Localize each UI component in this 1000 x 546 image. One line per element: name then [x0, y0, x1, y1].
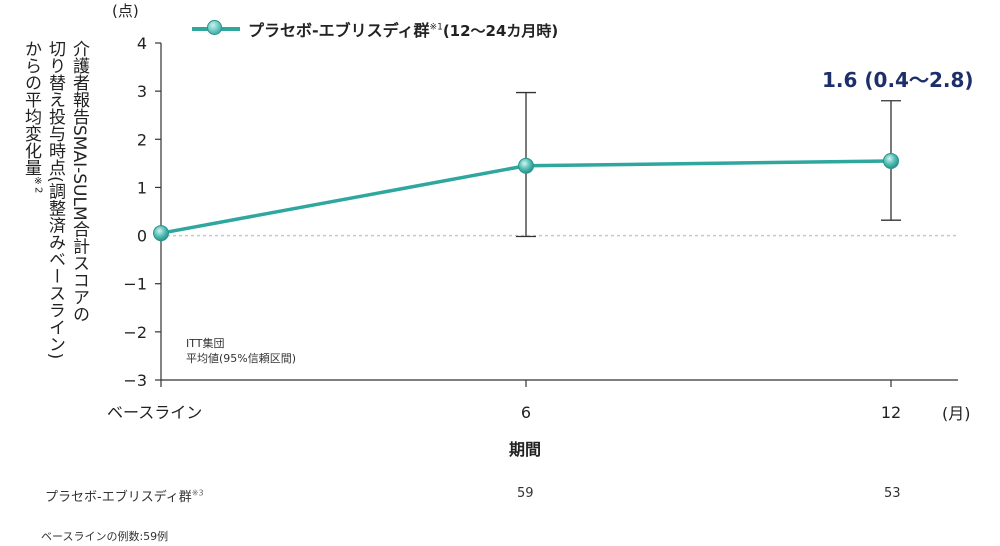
y-tick-label: 0 — [137, 227, 147, 246]
legend-series-period: (12〜24カ月時) — [442, 22, 559, 40]
n-table-value-12: 53 — [884, 486, 901, 501]
legend-footnote-mark: ※1 — [429, 22, 443, 33]
y-tick-label: 2 — [137, 130, 147, 149]
y-axis-label-line-3-text: からの平均変化量 — [21, 40, 41, 176]
data-point — [153, 225, 169, 242]
legend-entry: プラセボ-エブリスディ群※1(12〜24カ月時) — [248, 17, 558, 41]
y-axis-label-footnote-mark: ※2 — [32, 176, 44, 194]
legend-series-name: プラセボ-エブリスディ群 — [248, 21, 430, 40]
y-tick-label: 1 — [137, 178, 147, 197]
y-tick-label: 4 — [137, 34, 147, 53]
y-tick-label: 3 — [137, 82, 147, 101]
baseline-count-note: ベースラインの例数:59例 — [41, 530, 169, 543]
legend-dot-marker — [207, 20, 222, 35]
y-tick-label: −2 — [123, 323, 147, 342]
x-tick-label: 6 — [521, 403, 531, 422]
y-axis-label-line-2: 切り替え投与時点(調整済みベースライン) — [45, 40, 65, 360]
y-axis-label-line-1: 介護者報告SMAI-SULM合計スコアの — [69, 40, 89, 323]
data-point — [518, 157, 534, 174]
population-note: ITT集団 — [186, 337, 225, 350]
y-unit-label: (点) — [112, 2, 139, 20]
n-table-label: プラセボ-エブリスディ群※3 — [45, 486, 204, 505]
x-axis-title: 期間 — [509, 440, 542, 459]
n-table-value-6: 59 — [517, 486, 534, 501]
data-point — [883, 152, 899, 169]
legend-line-marker — [192, 20, 240, 35]
legend: プラセボ-エブリスディ群※1(12〜24カ月時) — [192, 16, 558, 42]
y-tick-label: −3 — [123, 371, 147, 390]
value-annotation: 1.6 (0.4〜2.8) — [822, 68, 974, 92]
y-tick-label: −1 — [123, 275, 147, 294]
n-table-footnote-mark: ※3 — [191, 488, 204, 498]
y-axis-label-line-3: からの平均変化量※2 — [20, 40, 49, 380]
x-tick-label: ベースライン — [107, 403, 202, 422]
x-unit-label: (月) — [942, 404, 971, 423]
x-tick-label: 12 — [881, 403, 901, 422]
statistic-note: 平均値(95%信頼区間) — [186, 352, 297, 365]
n-table-label-text: プラセボ-エブリスディ群 — [45, 490, 192, 505]
